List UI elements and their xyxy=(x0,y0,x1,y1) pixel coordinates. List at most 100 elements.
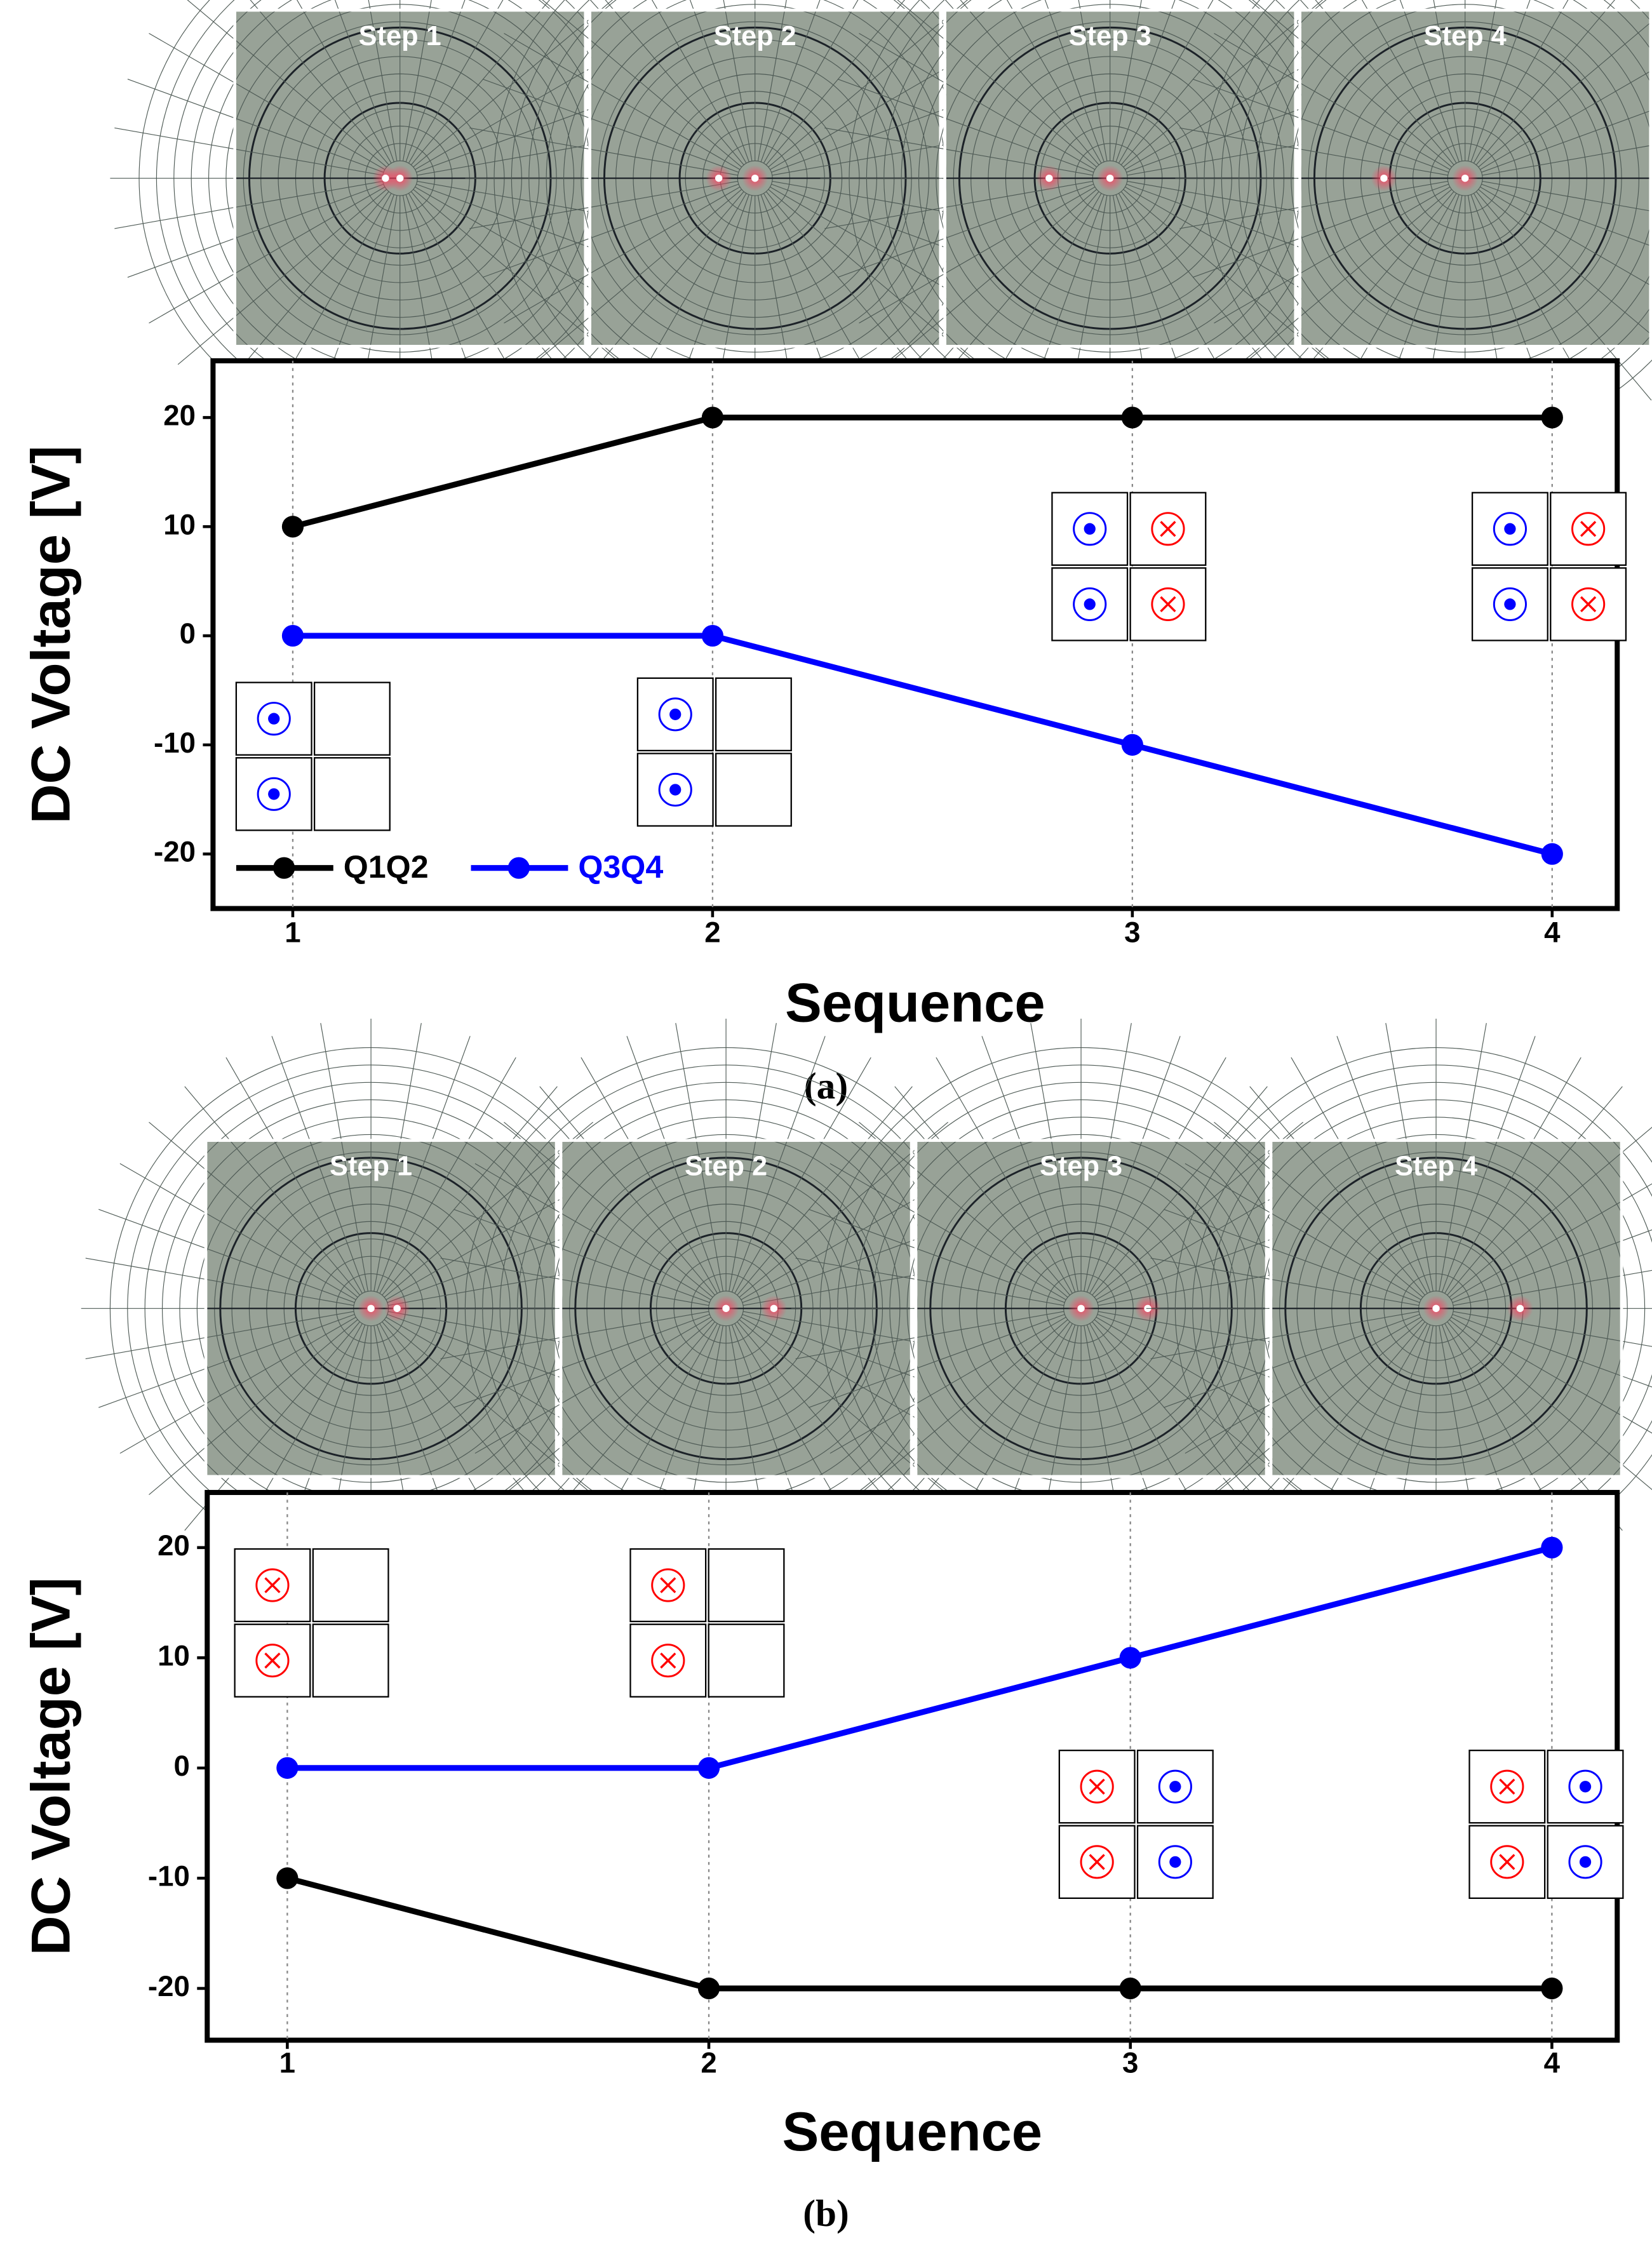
series-line xyxy=(292,414,1552,530)
polar-spoke xyxy=(1192,79,1449,173)
field-in-cross xyxy=(1499,1778,1515,1795)
polar-spoke xyxy=(723,0,753,161)
data-point xyxy=(697,1977,720,2000)
step-label: Step 3 xyxy=(1040,1151,1122,1181)
polar-spoke xyxy=(581,1057,718,1294)
polar-spoke xyxy=(1451,1183,1652,1301)
polar-spoke xyxy=(334,0,394,163)
field-symbol xyxy=(257,777,291,811)
field-in-cross xyxy=(660,1577,676,1593)
polar-spoke xyxy=(1399,0,1460,163)
polar-spoke xyxy=(368,0,398,161)
polar-spoke xyxy=(1118,0,1214,164)
polar-spoke xyxy=(177,189,387,365)
polar-spoke xyxy=(1164,1314,1420,1408)
field-out-dot xyxy=(1084,598,1096,610)
polar-spoke xyxy=(1214,32,1451,170)
x-tick-label: 2 xyxy=(704,916,720,949)
legend-marker xyxy=(273,857,295,879)
field-in-cross xyxy=(1160,596,1176,613)
polar-spoke xyxy=(184,1086,360,1296)
polar-spoke xyxy=(1451,1317,1652,1434)
field-symbol xyxy=(1493,587,1527,622)
x-tick-label: 4 xyxy=(1544,2046,1561,2079)
polar-spoke xyxy=(1439,1022,1487,1292)
laser-spot xyxy=(1380,174,1388,182)
field-symbol xyxy=(1073,512,1107,546)
data-point xyxy=(1119,1647,1141,1669)
field-out-dot xyxy=(268,713,280,725)
polar-spoke xyxy=(1478,20,1652,168)
polar-spoke xyxy=(626,1036,721,1292)
y-axis-label: DC Voltage [V] xyxy=(21,1577,82,1955)
polar-spoke xyxy=(1086,1036,1181,1292)
legend-marker xyxy=(507,857,530,879)
polar-spoke xyxy=(1179,180,1448,229)
polar-spoke xyxy=(539,1086,715,1296)
polar-spoke xyxy=(1242,189,1453,365)
polar-spoke xyxy=(763,0,859,164)
x-tick-label: 4 xyxy=(1544,916,1561,949)
polar-spoke xyxy=(271,1036,366,1292)
polar-spoke xyxy=(1453,1270,1652,1306)
laser-spot xyxy=(751,174,759,182)
polar-spoke xyxy=(1453,1311,1652,1347)
polar-spoke xyxy=(1252,0,1453,168)
polar-spoke xyxy=(936,1057,1073,1294)
laser-spot xyxy=(1106,174,1114,182)
polar-spoke xyxy=(739,1319,948,1496)
polar-spoke xyxy=(474,1163,711,1301)
field-symbol xyxy=(1151,512,1185,546)
quadrant-cell xyxy=(1058,1750,1136,1824)
polar-spoke xyxy=(1481,184,1652,247)
polar-spoke xyxy=(1120,0,1260,166)
quadrant-cell xyxy=(312,1623,389,1698)
polar-spoke xyxy=(1452,1314,1652,1388)
field-in-cross xyxy=(1089,1778,1105,1795)
polar-spoke xyxy=(768,0,969,168)
field-out-dot xyxy=(669,708,682,720)
series-line xyxy=(292,633,1553,857)
polar-spoke xyxy=(376,1036,471,1292)
series-line xyxy=(287,1545,1553,1771)
polar-spoke xyxy=(1094,1319,1303,1496)
polar-spoke xyxy=(532,189,742,365)
polar-spoke xyxy=(859,32,1096,170)
laser-spot xyxy=(722,1304,730,1312)
polar-spoke xyxy=(1214,186,1451,324)
data-point xyxy=(276,1867,299,1889)
photo-clip-edge xyxy=(1269,1139,1623,1478)
field-in-cross xyxy=(264,1652,281,1669)
field-symbol xyxy=(1158,1845,1192,1879)
data-point xyxy=(1541,406,1563,429)
field-symbol xyxy=(1571,587,1606,622)
polar-spoke xyxy=(482,79,739,173)
polar-spoke xyxy=(897,0,1098,168)
polar-spoke xyxy=(859,1319,1068,1496)
polar-spoke xyxy=(1185,1317,1421,1454)
polar-spoke xyxy=(1449,1319,1652,1491)
field-out-dot xyxy=(1579,1781,1592,1793)
polar-spoke xyxy=(542,0,742,168)
polar-spoke xyxy=(1480,186,1652,287)
field-in-cross xyxy=(1580,596,1597,613)
polar-spoke xyxy=(1030,1022,1078,1292)
y-tick-label: 20 xyxy=(158,1529,190,1562)
polar-spoke xyxy=(652,0,747,164)
laser-spot xyxy=(1045,174,1053,182)
polar-spoke xyxy=(149,32,386,170)
polar-spoke xyxy=(482,184,739,278)
step-label: Step 4 xyxy=(1424,21,1507,51)
quadrant-cell xyxy=(708,1623,785,1698)
polar-spoke xyxy=(1452,1229,1652,1303)
field-in-cross xyxy=(1499,1854,1515,1870)
polar-spoke xyxy=(98,1209,355,1303)
polar-spoke xyxy=(1185,1163,1421,1301)
polar-spoke xyxy=(402,0,432,161)
legend-label: Q1Q2 xyxy=(344,849,429,885)
x-tick-label: 3 xyxy=(1124,916,1140,949)
polar-spoke xyxy=(127,184,384,278)
polar-spoke xyxy=(297,0,392,164)
x-tick-label: 3 xyxy=(1122,2046,1138,2079)
